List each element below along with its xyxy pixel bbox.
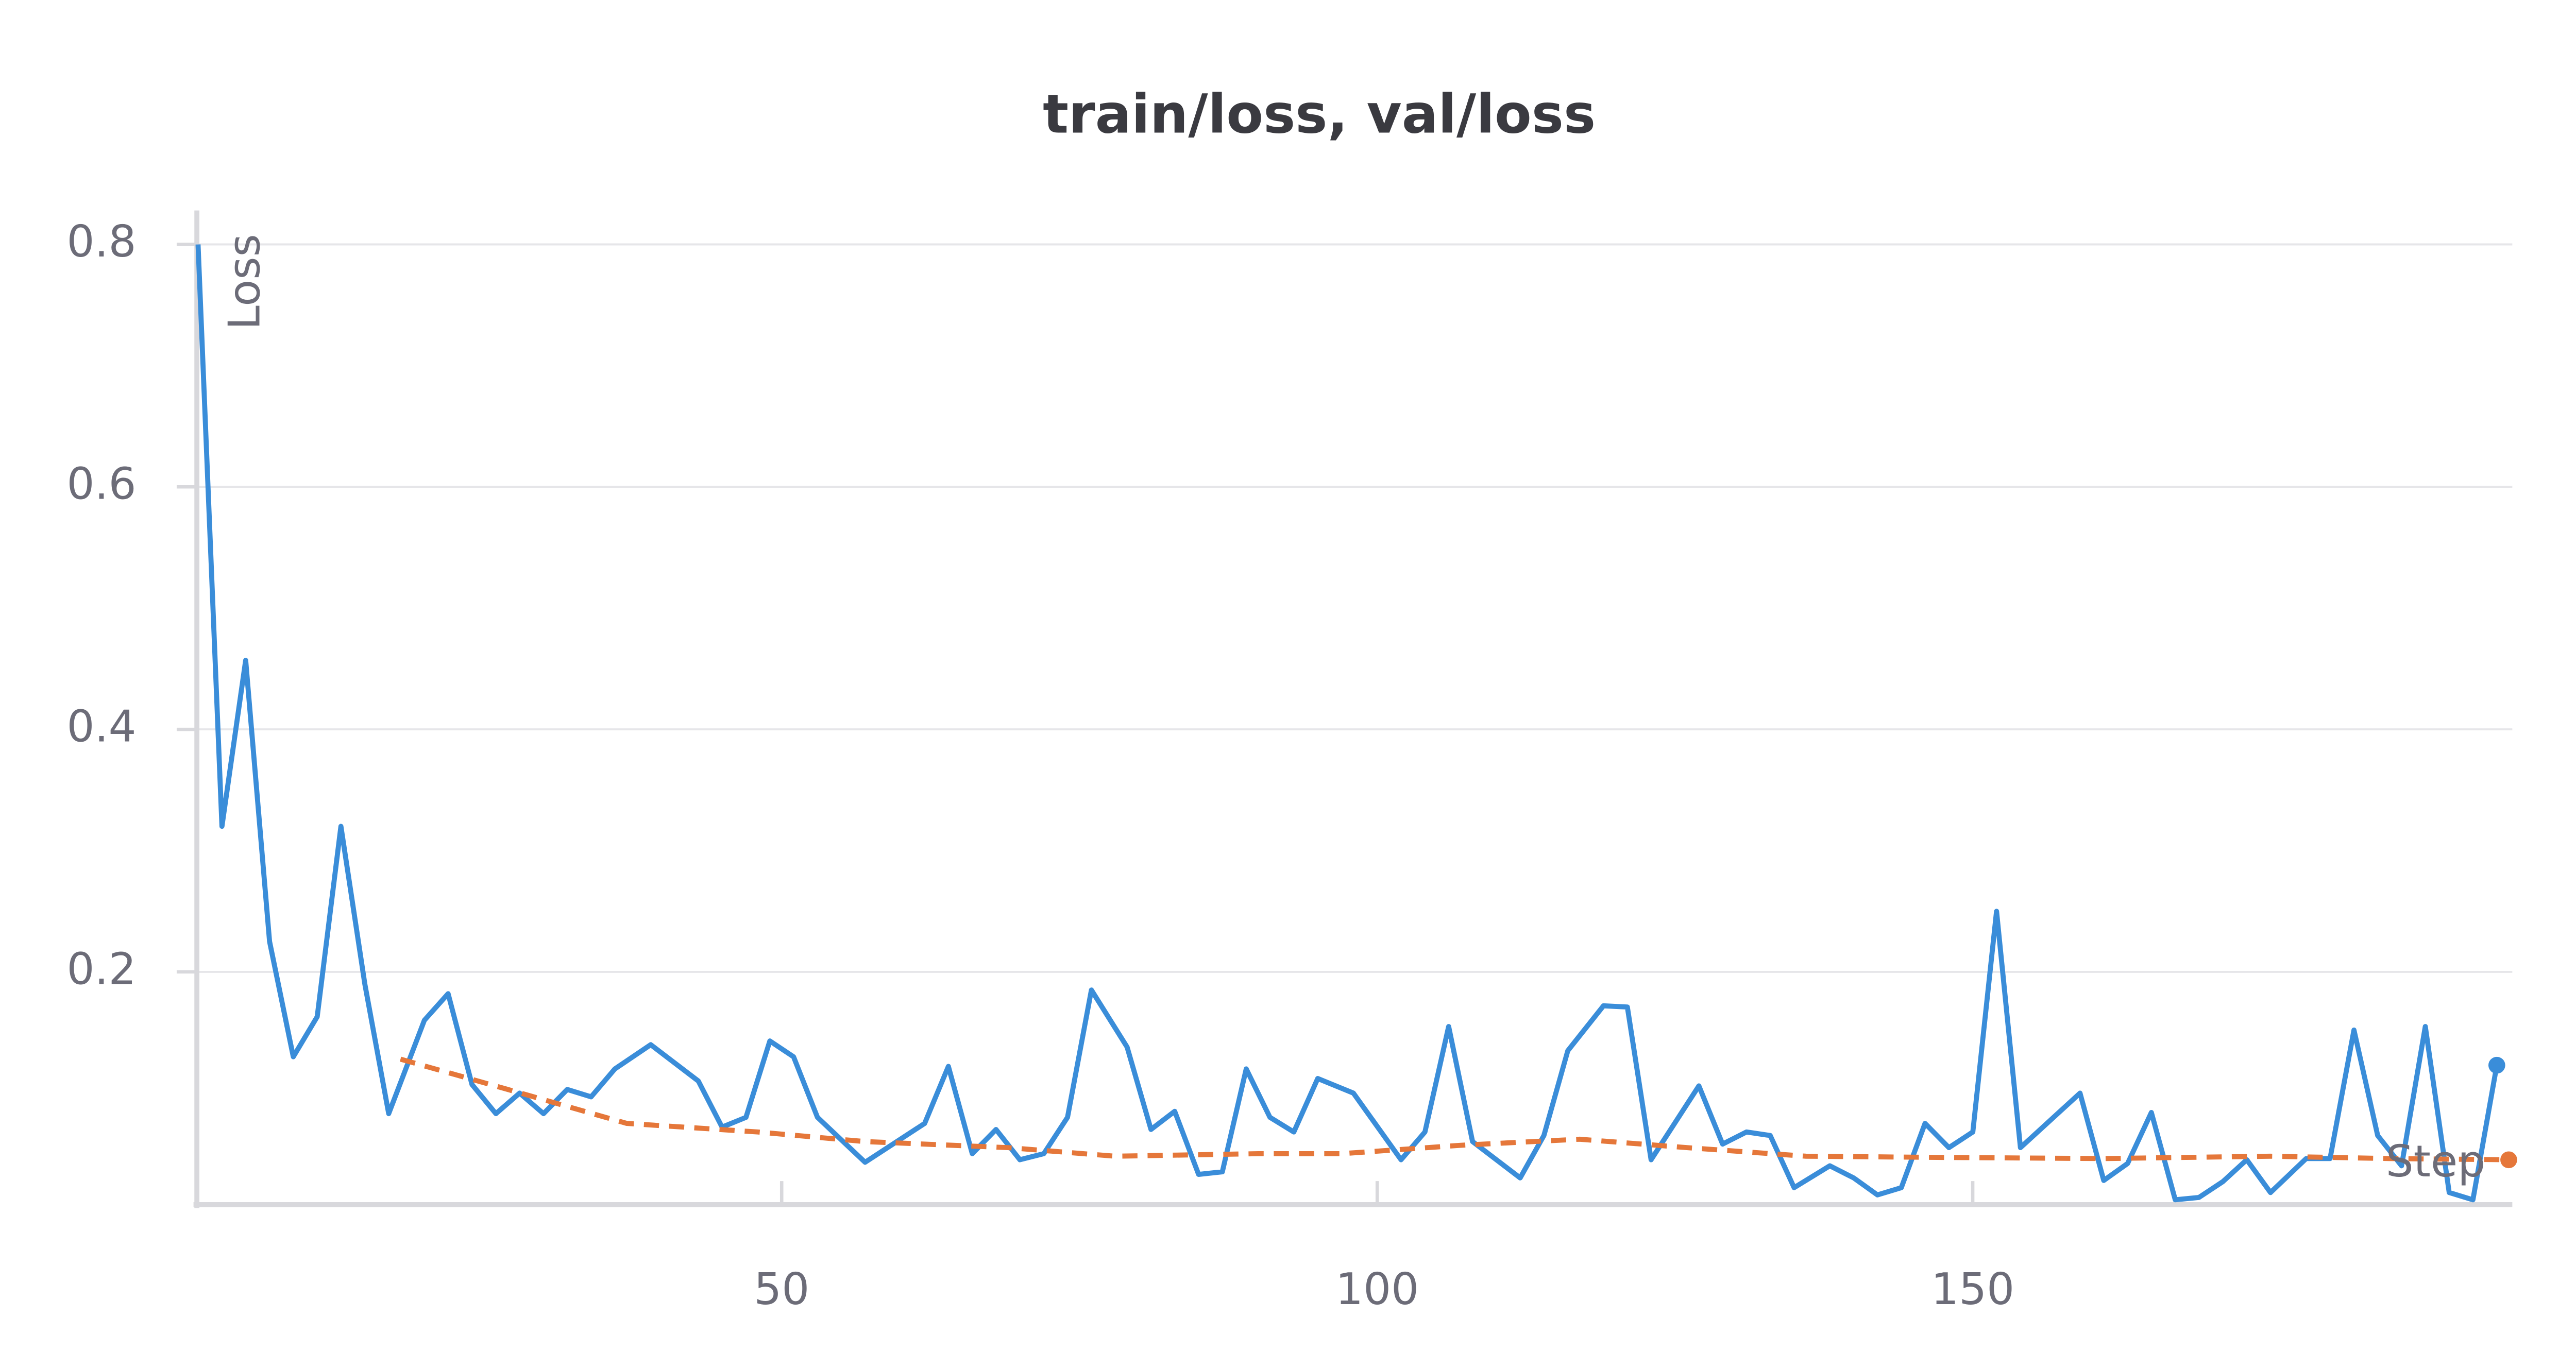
y-axis-label: Loss (219, 234, 270, 330)
y-tick-label: 0.2 (67, 944, 137, 995)
y-tick-label: 0.4 (67, 702, 137, 753)
x-tick-label: 50 (754, 1264, 809, 1315)
chart-title: train/loss, val/loss (1043, 83, 1596, 146)
x-axis-label: Step (2386, 1136, 2485, 1187)
y-tick-label: 0.6 (67, 459, 137, 510)
end-marker (2488, 1056, 2505, 1074)
series-line (195, 244, 2500, 1203)
y-tick-label: 0.8 (67, 216, 137, 267)
series-line (400, 1056, 2509, 1162)
x-tick-label: 100 (1335, 1264, 1419, 1315)
end-marker (2500, 1151, 2517, 1169)
x-tick-label: 150 (1931, 1264, 2014, 1315)
